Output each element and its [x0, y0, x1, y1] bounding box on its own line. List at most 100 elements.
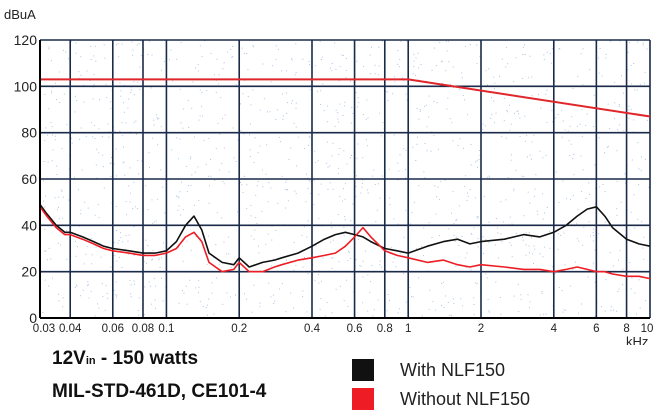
noise-dot [302, 295, 303, 297]
noise-dot [326, 121, 328, 123]
noise-dot [428, 116, 430, 118]
noise-dot [592, 240, 594, 242]
noise-dot [253, 161, 255, 163]
noise-dot [533, 195, 535, 197]
noise-dot [624, 173, 626, 175]
noise-dot [121, 241, 123, 243]
noise-dot [51, 92, 52, 94]
noise-dot [124, 174, 126, 176]
noise-dot [266, 144, 268, 146]
noise-dot [46, 259, 48, 261]
noise-dot [397, 223, 399, 225]
noise-dot [437, 148, 439, 150]
noise-dot [642, 247, 644, 249]
noise-dot [192, 81, 194, 83]
noise-dot [486, 176, 488, 178]
noise-dot [110, 176, 112, 178]
noise-dot [235, 294, 236, 296]
noise-dot [168, 59, 170, 60]
noise-dot [226, 51, 228, 53]
noise-dot [152, 258, 153, 260]
noise-dot [355, 186, 357, 188]
noise-dot [581, 108, 583, 110]
noise-dot [529, 202, 531, 204]
noise-dot [183, 108, 185, 110]
noise-dot [249, 149, 251, 151]
axes [39, 40, 650, 319]
noise-dot [531, 76, 533, 78]
noise-dot [440, 181, 442, 183]
noise-dot [206, 304, 208, 306]
noise-dot [519, 136, 521, 138]
noise-dot [143, 314, 145, 315]
noise-dot [287, 188, 289, 190]
noise-dot [235, 161, 237, 162]
noise-dot [84, 201, 86, 203]
noise-dot [218, 83, 220, 85]
noise-dot [52, 149, 54, 151]
noise-dot [223, 62, 225, 64]
noise-dot [484, 125, 486, 127]
noise-dot [482, 253, 484, 254]
noise-dot [121, 267, 123, 268]
noise-dot [314, 150, 316, 152]
noise-dot [91, 254, 93, 256]
noise-dot [622, 130, 624, 132]
noise-dot [83, 84, 84, 86]
noise-dot [182, 260, 184, 262]
noise-dot [457, 144, 459, 146]
noise-dot [90, 238, 92, 240]
noise-dot [381, 40, 383, 42]
noise-dot [337, 173, 339, 175]
noise-dot [530, 237, 532, 239]
noise-dot [127, 240, 129, 242]
noise-dot [139, 88, 141, 90]
noise-dot [290, 147, 292, 149]
noise-dot [561, 290, 563, 292]
noise-dot [119, 130, 121, 132]
noise-dot [148, 281, 150, 283]
noise-dot [77, 189, 79, 191]
noise-dot [150, 285, 151, 287]
noise-dot [302, 266, 304, 268]
noise-dot [243, 175, 245, 177]
noise-dot [483, 196, 485, 197]
noise-dot [106, 97, 108, 99]
noise-dot [381, 175, 383, 177]
noise-dot [106, 293, 108, 294]
noise-dot [86, 246, 88, 247]
noise-dot [158, 257, 160, 259]
noise-dot [295, 102, 297, 104]
noise-dot [466, 199, 468, 201]
noise-dot [616, 208, 618, 210]
noise-dot [533, 263, 534, 264]
noise-dot [555, 171, 557, 173]
noise-dot [371, 264, 373, 266]
noise-dot [290, 292, 292, 294]
noise-dot [60, 189, 62, 191]
x-tick-label: 8 [623, 323, 629, 335]
noise-dot [570, 285, 572, 287]
noise-dot [616, 150, 618, 152]
noise-dot [607, 146, 609, 148]
noise-dot [93, 124, 95, 126]
noise-dot [412, 73, 414, 75]
noise-dot [170, 49, 172, 51]
noise-dot [141, 160, 143, 162]
noise-dot [221, 217, 223, 219]
noise-dot [98, 217, 100, 219]
noise-dot [641, 156, 642, 158]
noise-dot [560, 235, 562, 236]
noise-dot [443, 306, 445, 308]
noise-dot [419, 109, 421, 110]
noise-dot [252, 45, 254, 47]
noise-dot [449, 118, 451, 120]
noise-dot [594, 281, 596, 283]
noise-dot [129, 280, 131, 282]
noise-dot [549, 53, 551, 54]
noise-dot [295, 193, 297, 194]
noise-dot [458, 245, 460, 246]
noise-dot [160, 126, 162, 128]
x-tick-label: 0.4 [304, 323, 321, 335]
noise-dot [47, 161, 49, 163]
